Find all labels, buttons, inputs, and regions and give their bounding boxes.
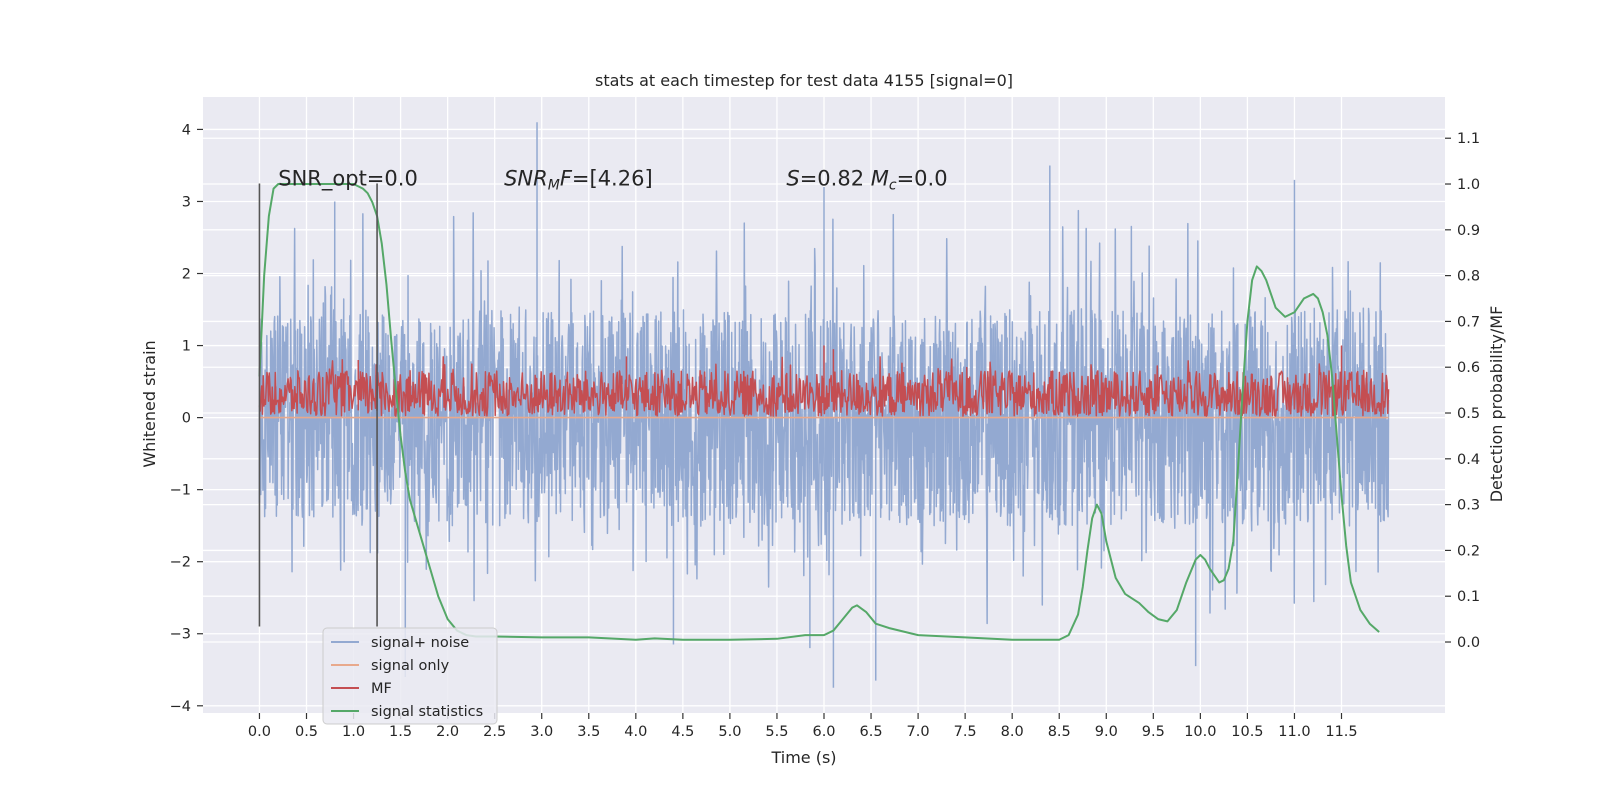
x-tick-label: 1.0 [342,724,365,740]
y-tick-label: −2 [170,555,191,571]
y-tick-label: 3 [182,194,191,210]
x-tick-label: 3.0 [530,724,553,740]
x-tick-label: 8.5 [1048,724,1071,740]
y-tick-label: −4 [170,699,191,715]
x-tick-label: 4.0 [624,724,647,740]
y2-tick-label: 0.8 [1457,269,1480,285]
legend-label: MF [371,681,392,697]
legend: signal+ noise signal only MF signal statist… [322,627,498,725]
annotation-2: S=0.82 Mc=0.0 [786,167,947,194]
y2-tick-label: 0.7 [1457,314,1480,330]
y2-tick-label: 0.5 [1457,406,1480,422]
x-tick-label: 11.0 [1278,724,1310,740]
chart-title: stats at each timestep for test data 415… [595,71,1013,90]
x-axis: 0.0 0.5 1.0 1.5 2.0 2.5 3.0 3.5 4.0 4.5 5.0 5.5 6.0 6… [248,713,1358,740]
y2-tick-label: 0.1 [1457,589,1480,605]
y-tick-label: 2 [182,267,191,283]
y2-tick-label: 0.6 [1457,360,1480,376]
vlines [258,183,378,627]
y-axis-label: Whitened strain [140,340,159,467]
x-tick-label: 6.5 [860,724,883,740]
y2-tick-label: 0.9 [1457,223,1480,239]
annotation-1: SNRMF=[4.26] [504,167,653,194]
x-tick-label: 7.0 [907,724,930,740]
x-tick-label: 10.5 [1231,724,1263,740]
x-tick-label: 11.5 [1325,724,1357,740]
y2-axis-label: Detection probability/MF [1487,306,1506,503]
x-tick-label: 0.5 [295,724,318,740]
y-tick-label: −3 [170,627,191,643]
x-tick-label: 3.5 [577,724,600,740]
x-tick-label: 6.0 [812,724,835,740]
legend-box [322,627,498,725]
annotations: SNR_opt=0.0 SNRMF=[4.26] S=0.82 Mc=0.0 [278,167,947,194]
y2-tick-label: 0.4 [1457,452,1480,468]
y-tick-label: 4 [182,122,191,138]
x-axis-label: Time (s) [770,748,836,767]
x-tick-label: 0.0 [248,724,271,740]
x-tick-label: 1.5 [389,724,412,740]
x-tick-label: 10.0 [1184,724,1216,740]
annotation-0: SNR_opt=0.0 [278,167,418,192]
x-tick-label: 2.5 [483,724,506,740]
y-tick-label: 0 [182,411,191,427]
legend-label: signal+ noise [371,635,469,651]
x-tick-label: 7.5 [954,724,977,740]
x-tick-label: 8.0 [1001,724,1024,740]
x-tick-label: 4.5 [671,724,694,740]
y2-tick-label: 0.3 [1457,498,1480,514]
x-tick-label: 9.5 [1142,724,1165,740]
x-tick-label: 5.0 [718,724,741,740]
x-tick-label: 5.5 [765,724,788,740]
y2-tick-label: 1.0 [1457,177,1480,193]
y2-tick-label: 0.0 [1457,635,1480,651]
x-tick-label: 2.0 [436,724,459,740]
series-signal-statistics [258,183,1380,641]
legend-label: signal statistics [371,704,483,720]
y2-tick-label: 0.2 [1457,543,1480,559]
x-tick-label: 9.0 [1095,724,1118,740]
y2-tick-label: 1.1 [1457,131,1480,147]
y-axis-right: 0.0 0.1 0.2 0.3 0.4 0.5 0.6 0.7 0.8 0.9 1.0 1.1 [1445,131,1480,651]
series-mf [258,345,1390,417]
y-tick-label: −1 [170,483,191,499]
series-layer [258,122,1390,688]
legend-label: signal only [371,658,450,674]
y-tick-label: 1 [182,339,191,355]
y-axis-left: −4 −3 −2 −1 0 1 2 3 4 [170,122,203,715]
